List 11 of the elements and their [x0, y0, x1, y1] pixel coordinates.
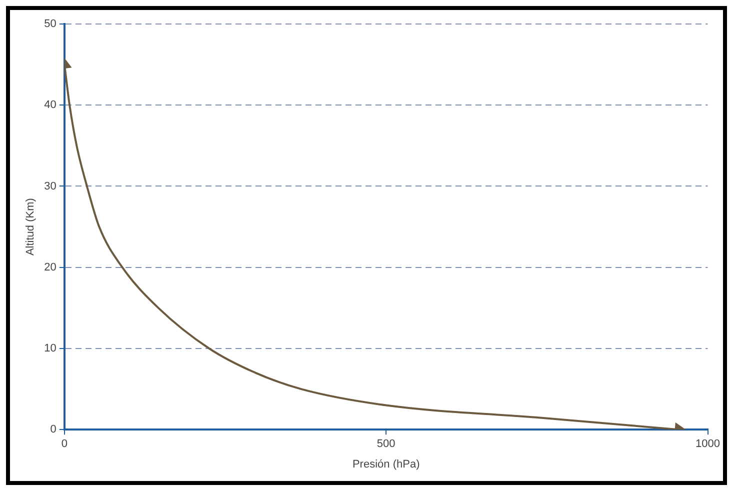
x-axis-title: Presión (hPa) [352, 458, 420, 470]
y-tick-label: 20 [44, 261, 56, 274]
y-tick-label: 10 [44, 342, 56, 355]
y-tick-label: 30 [44, 180, 56, 192]
y-tick-label: 40 [44, 99, 56, 112]
y-axis-title: Altitud (Km) [24, 198, 37, 256]
y-tick-label: 0 [50, 424, 56, 436]
x-tick-label: 0 [61, 438, 68, 450]
x-tick-label: 1000 [696, 438, 720, 450]
y-tick-label: 50 [44, 18, 56, 30]
x-tick-label: 500 [376, 438, 396, 450]
